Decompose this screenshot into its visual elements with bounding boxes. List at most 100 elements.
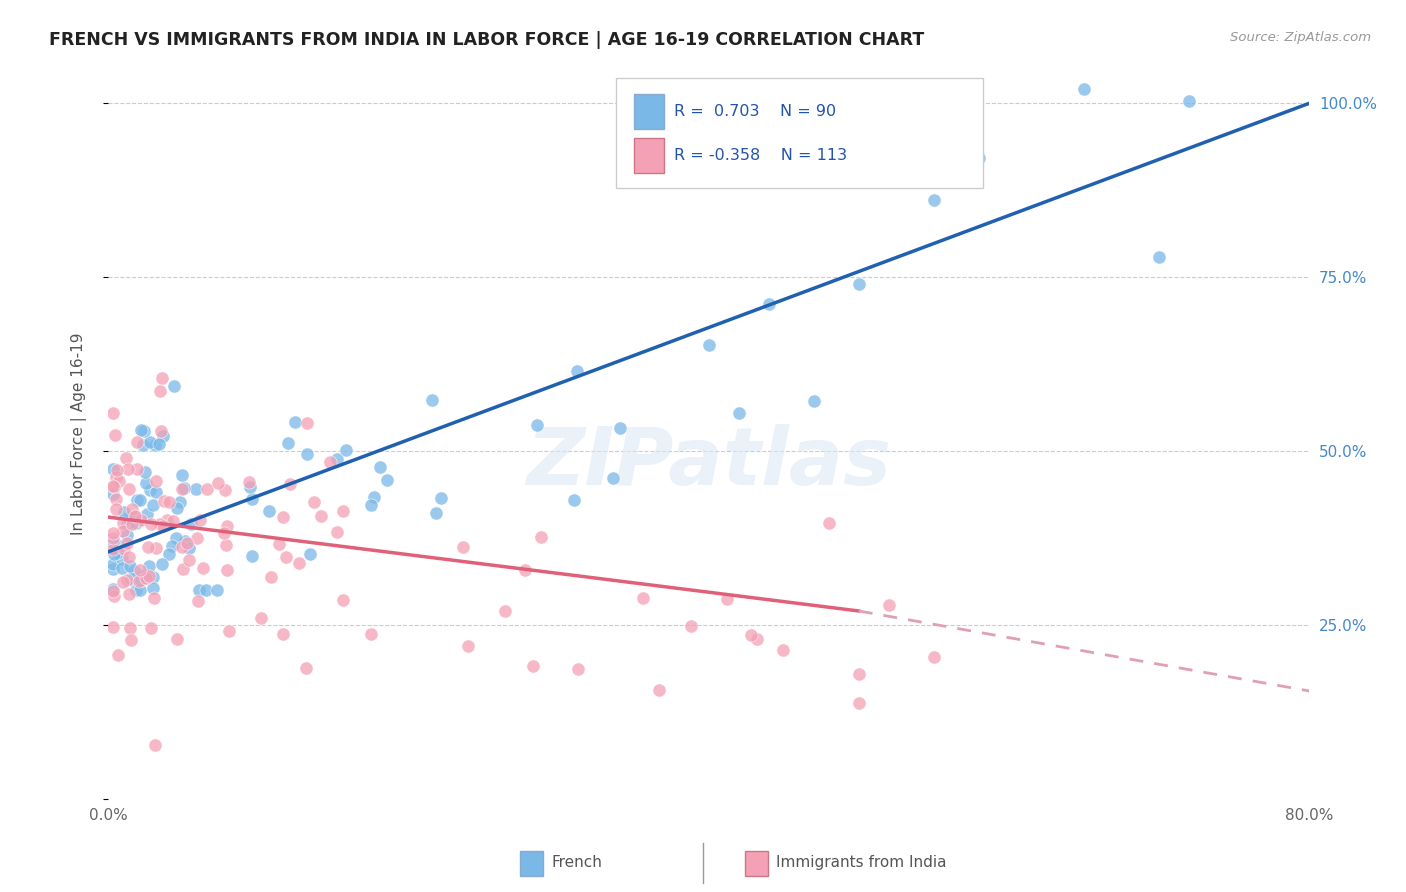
Point (138, 483, 160, 498)
Point (363, 490, 385, 504)
Point (111, 551, 134, 566)
Text: R = -0.358    N = 113: R = -0.358 N = 113 (673, 148, 846, 163)
Text: ZIPatlas: ZIPatlas (526, 424, 891, 502)
Point (184, 482, 207, 496)
Point (309, 509, 332, 524)
Point (101, 525, 124, 540)
Point (122, 564, 145, 578)
Point (278, 476, 301, 491)
Point (134, 465, 156, 479)
Bar (745, 851, 768, 876)
Point (848, 277, 870, 291)
Point (125, 462, 148, 476)
Point (169, 495, 191, 509)
Point (375, 473, 398, 487)
Point (177, 553, 200, 567)
Point (567, 662, 589, 676)
Point (212, 525, 235, 540)
Point (120, 559, 142, 574)
Point (758, 297, 780, 311)
Point (332, 593, 354, 607)
Point (129, 493, 152, 508)
Point (360, 627, 382, 641)
Point (267, 537, 290, 551)
Point (129, 573, 152, 587)
Point (136, 541, 159, 555)
Point (124, 509, 146, 524)
Point (187, 594, 209, 608)
Point (817, 516, 839, 530)
Point (141, 581, 163, 595)
Point (170, 540, 193, 554)
Point (716, 592, 738, 607)
Point (257, 503, 280, 517)
Point (148, 436, 170, 450)
Point (335, 442, 357, 457)
Point (157, 494, 180, 508)
Point (105, 463, 128, 477)
Point (117, 511, 139, 525)
Point (218, 624, 240, 639)
Point (191, 561, 214, 575)
Point (101, 462, 124, 476)
Point (163, 378, 186, 392)
Point (172, 562, 194, 576)
Point (740, 628, 762, 642)
Point (108, 475, 131, 489)
Point (152, 428, 174, 442)
Point (149, 516, 172, 531)
Point (101, 487, 124, 501)
Point (118, 587, 141, 601)
Point (125, 583, 148, 598)
Point (214, 483, 236, 497)
Point (295, 661, 318, 675)
Point (179, 541, 201, 556)
Point (145, 475, 167, 489)
Point (101, 583, 124, 598)
Point (848, 697, 870, 711)
Point (562, 493, 585, 508)
Point (104, 501, 127, 516)
Point (143, 437, 166, 451)
Point (180, 517, 202, 532)
Point (142, 591, 165, 606)
Point (101, 562, 124, 576)
Point (112, 542, 135, 557)
Point (112, 505, 135, 519)
Point (967, 151, 990, 165)
Point (115, 451, 138, 466)
Point (162, 539, 184, 553)
Point (609, 421, 631, 435)
Point (142, 498, 165, 512)
Point (166, 501, 188, 516)
Point (162, 514, 184, 528)
Point (117, 528, 139, 542)
Point (188, 513, 211, 527)
Point (420, 392, 443, 407)
Point (125, 493, 148, 508)
Point (105, 469, 128, 483)
Point (240, 491, 263, 506)
Text: FRENCH VS IMMIGRANTS FROM INDIA IN LABOR FORCE | AGE 16-19 CORRELATION CHART: FRENCH VS IMMIGRANTS FROM INDIA IN LABOR… (49, 31, 925, 49)
Point (215, 563, 238, 577)
Point (145, 484, 167, 499)
Point (129, 564, 152, 578)
Point (302, 494, 325, 508)
Point (451, 541, 474, 555)
Point (128, 574, 150, 588)
Point (326, 452, 349, 467)
Point (101, 531, 124, 545)
Point (277, 435, 299, 450)
Point (368, 460, 391, 475)
Point (150, 425, 173, 439)
Point (121, 517, 143, 532)
Point (332, 504, 354, 518)
Point (156, 513, 179, 527)
Bar (634, 138, 664, 173)
Point (215, 519, 238, 533)
Point (271, 510, 294, 524)
Point (284, 415, 307, 429)
Point (111, 516, 134, 530)
Point (127, 435, 149, 450)
Point (103, 480, 125, 494)
